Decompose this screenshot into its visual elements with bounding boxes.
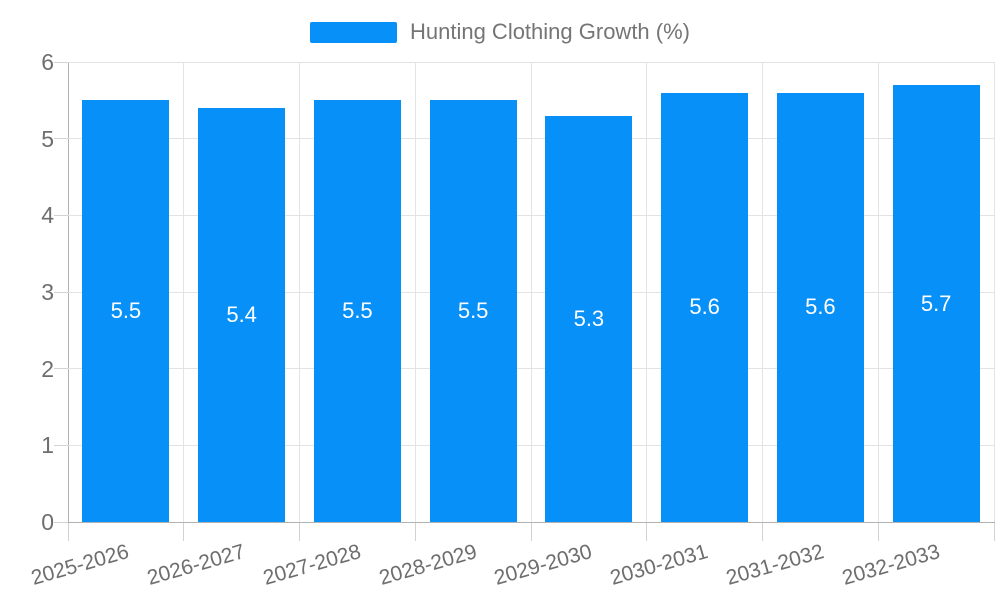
bar-value-label: 5.4 xyxy=(226,302,257,327)
y-axis-tick xyxy=(54,214,68,216)
legend-label: Hunting Clothing Growth (%) xyxy=(409,19,690,44)
plot-area xyxy=(68,62,995,523)
bar: 5.7 xyxy=(892,85,980,522)
x-tick-label: 2027-2028 xyxy=(260,540,364,590)
bar: 5.4 xyxy=(198,108,286,522)
vertical-gridline xyxy=(183,62,185,522)
bar: 5.6 xyxy=(661,92,749,522)
bar-value-label: 5.5 xyxy=(110,298,142,324)
vertical-gridline xyxy=(530,62,532,522)
x-tick-label: 2031-2032 xyxy=(723,540,827,590)
x-axis-tick xyxy=(299,523,300,541)
y-tick-label: 5 xyxy=(41,125,54,152)
bar-value-label: 5.7 xyxy=(920,290,952,316)
y-tick-label: 2 xyxy=(41,355,54,382)
x-axis-tick xyxy=(414,523,416,541)
x-axis-tick xyxy=(877,523,879,541)
y-tick-label: 4 xyxy=(41,202,54,229)
vertical-gridline xyxy=(877,62,879,522)
y-axis-tick xyxy=(54,368,68,370)
x-tick-label: 2026-2027 xyxy=(144,540,248,590)
y-axis-tick xyxy=(54,61,68,63)
x-axis-tick xyxy=(67,523,69,541)
bar: 5.5 xyxy=(429,100,517,522)
bar-value-label: 5.6 xyxy=(805,294,836,320)
bar: 5.3 xyxy=(545,115,633,522)
vertical-gridline xyxy=(299,62,300,522)
x-axis-tick xyxy=(762,523,763,541)
x-axis-tick xyxy=(993,523,995,541)
bar-value-label: 5.5 xyxy=(457,298,489,324)
x-axis-tick xyxy=(530,523,532,541)
y-axis-tick xyxy=(54,444,68,446)
vertical-gridline xyxy=(414,62,416,522)
x-tick-label: 2029-2030 xyxy=(492,540,595,590)
y-tick-label: 6 xyxy=(41,49,54,75)
x-tick-label: 2025-2026 xyxy=(29,540,132,590)
x-tick-label: 2032-2033 xyxy=(839,540,943,590)
x-tick-label: 2028-2029 xyxy=(376,540,480,590)
x-axis-tick xyxy=(646,523,648,541)
y-axis-tick xyxy=(54,138,68,140)
legend: Hunting Clothing Growth (%) xyxy=(0,19,1000,45)
legend-item[interactable]: Hunting Clothing Growth (%) xyxy=(309,19,690,45)
bar: 5.5 xyxy=(313,100,401,522)
vertical-gridline xyxy=(646,62,648,522)
x-tick-label: 2030-2031 xyxy=(607,540,711,590)
y-tick-label: 3 xyxy=(41,279,54,305)
legend-swatch-icon xyxy=(309,21,397,43)
bar: 5.6 xyxy=(776,92,864,522)
bar-value-label: 5.6 xyxy=(689,294,720,320)
bar-value-label: 5.3 xyxy=(573,305,605,331)
y-tick-label: 1 xyxy=(41,432,54,459)
vertical-gridline xyxy=(993,62,995,522)
y-axis-tick xyxy=(54,521,68,523)
vertical-gridline xyxy=(762,62,763,522)
y-tick-label: 0 xyxy=(41,509,54,535)
bar: 5.5 xyxy=(82,100,170,522)
bar-value-label: 5.5 xyxy=(342,298,373,324)
y-axis-tick xyxy=(54,291,68,293)
x-axis-tick xyxy=(183,523,185,541)
